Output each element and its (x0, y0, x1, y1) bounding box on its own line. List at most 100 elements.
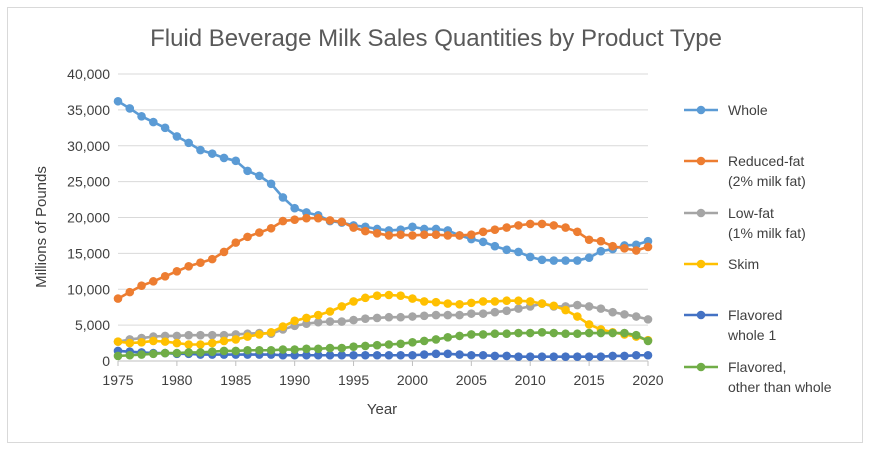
x-tick-label: 1980 (161, 372, 192, 388)
data-point (184, 340, 193, 349)
data-point (561, 256, 570, 265)
legend-item: Whole (684, 102, 768, 118)
data-point (219, 153, 229, 163)
data-point (631, 246, 641, 255)
data-point (255, 345, 264, 355)
x-tick-label: 2020 (632, 372, 663, 388)
data-point (467, 298, 476, 308)
x-tick-label: 1990 (279, 372, 310, 388)
data-point (243, 166, 252, 176)
data-point (502, 351, 511, 361)
legend: Whole Reduced-fat (2% milk fat) Low-fat (1% … (684, 102, 832, 395)
data-point (573, 300, 582, 310)
data-point (584, 235, 594, 245)
data-point (313, 213, 323, 223)
data-point (337, 302, 347, 311)
data-point (467, 309, 476, 318)
data-point (584, 352, 594, 361)
data-point (137, 112, 146, 121)
series-line (117, 100, 649, 262)
data-point (337, 343, 347, 353)
data-point (349, 223, 358, 232)
data-point (160, 123, 170, 133)
data-point (596, 246, 606, 256)
data-point (384, 350, 394, 360)
data-point (514, 247, 523, 257)
data-point (313, 344, 323, 354)
data-point (196, 145, 205, 155)
data-point (431, 349, 441, 359)
legend-label: Low-fat (728, 205, 774, 221)
data-point (478, 237, 488, 247)
data-point (302, 350, 311, 360)
data-point (231, 346, 241, 356)
data-point (431, 297, 441, 307)
axes: 0 5,000 10,000 15,000 20,000 25,000 30,000 35,0… (67, 66, 664, 388)
data-point (196, 330, 205, 340)
data-point (419, 297, 429, 306)
data-point (325, 216, 335, 225)
data-point (337, 317, 347, 326)
legend-item: Flavored, other than whole (684, 359, 832, 395)
data-point (290, 345, 299, 354)
data-point (196, 348, 205, 357)
data-point (113, 96, 123, 106)
data-point (149, 336, 158, 346)
data-point (631, 350, 641, 360)
data-point (490, 241, 500, 251)
data-point (266, 345, 276, 355)
data-point (584, 320, 594, 329)
series-0 (113, 96, 653, 265)
data-point (137, 338, 146, 347)
data-point (325, 350, 335, 360)
data-point (184, 138, 193, 148)
data-point (408, 231, 417, 240)
data-point (502, 223, 511, 232)
legend-swatch-marker (696, 208, 706, 218)
data-point (184, 348, 193, 357)
data-point (525, 219, 535, 229)
legend-label: (1% milk fat) (728, 225, 806, 241)
data-point (207, 254, 217, 264)
data-point (372, 340, 382, 350)
legend-label: Reduced-fat (728, 153, 804, 169)
data-point (419, 311, 429, 321)
chart-frame: Fluid Beverage Milk Sales Quantities by … (7, 7, 863, 443)
y-tick-label: 5,000 (75, 317, 110, 333)
data-point (608, 307, 617, 317)
data-point (255, 228, 264, 237)
data-point (525, 352, 535, 361)
data-point (573, 256, 582, 265)
data-point (584, 328, 594, 338)
data-point (302, 213, 311, 223)
data-point (219, 247, 229, 257)
data-point (113, 294, 123, 303)
data-point (278, 345, 288, 354)
data-point (349, 350, 358, 360)
data-point (643, 336, 653, 346)
y-tick-label: 25,000 (67, 174, 110, 190)
data-point (514, 352, 523, 361)
data-point (302, 344, 311, 354)
plot-area (113, 96, 653, 361)
data-point (631, 330, 641, 340)
data-point (125, 287, 135, 297)
data-point (149, 349, 158, 359)
data-point (372, 291, 382, 301)
data-point (313, 350, 323, 360)
data-point (490, 329, 500, 339)
data-point (255, 171, 264, 181)
data-point (455, 310, 464, 320)
data-point (620, 310, 629, 319)
data-point (525, 328, 535, 338)
y-axis-title: Millions of Pounds (33, 166, 50, 288)
data-point (207, 338, 217, 348)
data-point (184, 261, 193, 271)
data-point (561, 305, 570, 315)
data-point (160, 337, 170, 346)
data-point (243, 232, 252, 242)
x-tick-label: 1985 (220, 372, 251, 388)
data-point (125, 350, 135, 360)
data-point (419, 336, 429, 346)
series-line (117, 302, 649, 343)
